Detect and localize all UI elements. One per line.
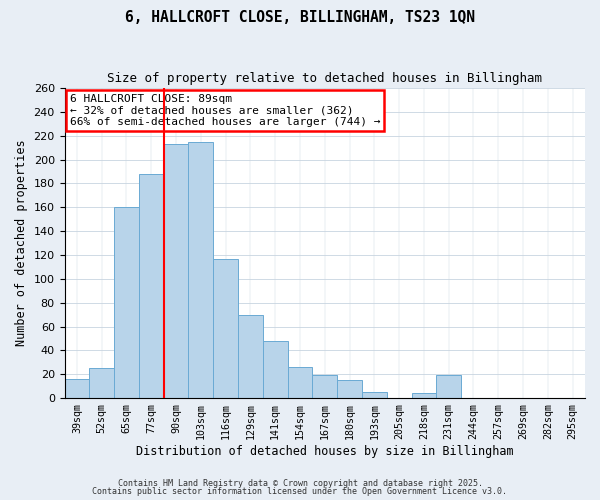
Bar [412,394,436,398]
Bar [188,142,213,398]
Text: Contains public sector information licensed under the Open Government Licence v3: Contains public sector information licen… [92,487,508,496]
Title: Size of property relative to detached houses in Billingham: Size of property relative to detached ho… [107,72,542,86]
Bar [313,376,337,398]
Bar [65,379,89,398]
Bar [89,368,114,398]
X-axis label: Distribution of detached houses by size in Billingham: Distribution of detached houses by size … [136,444,514,458]
Bar [114,208,139,398]
Text: Contains HM Land Registry data © Crown copyright and database right 2025.: Contains HM Land Registry data © Crown c… [118,478,482,488]
Bar [263,341,287,398]
Y-axis label: Number of detached properties: Number of detached properties [15,140,28,346]
Bar [238,314,263,398]
Bar [139,174,164,398]
Bar [287,367,313,398]
Text: 6, HALLCROFT CLOSE, BILLINGHAM, TS23 1QN: 6, HALLCROFT CLOSE, BILLINGHAM, TS23 1QN [125,10,475,25]
Bar [213,258,238,398]
Text: 6 HALLCROFT CLOSE: 89sqm
← 32% of detached houses are smaller (362)
66% of semi-: 6 HALLCROFT CLOSE: 89sqm ← 32% of detach… [70,94,380,128]
Bar [362,392,387,398]
Bar [436,376,461,398]
Bar [337,380,362,398]
Bar [164,144,188,398]
